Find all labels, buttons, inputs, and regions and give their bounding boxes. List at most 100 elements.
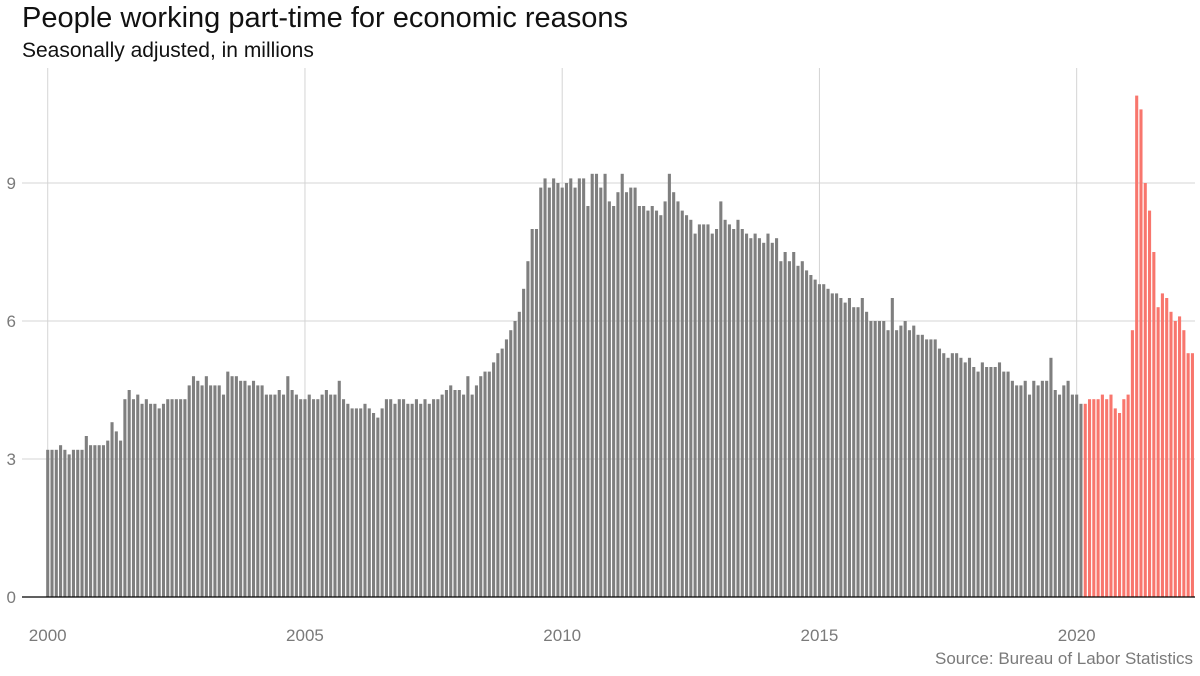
bar-2000-10 <box>84 436 88 597</box>
bar-2021-10 <box>1165 298 1169 597</box>
bar-2011-02 <box>616 192 620 597</box>
bar-2016-04 <box>882 321 886 597</box>
bar-2018-03 <box>980 362 984 597</box>
bar-2013-12 <box>762 242 766 598</box>
bar-2017-11 <box>963 362 967 597</box>
bar-2016-11 <box>912 325 916 597</box>
bar-2011-09 <box>646 210 650 597</box>
bar-2005-03 <box>311 399 316 597</box>
bar-2012-05 <box>680 210 684 597</box>
bar-2013-11 <box>757 238 761 597</box>
bar-2018-05 <box>989 367 993 597</box>
bar-2002-12 <box>196 380 200 597</box>
bar-2021-08 <box>1156 307 1160 597</box>
bar-2020-06 <box>1096 399 1100 597</box>
bar-2019-11 <box>1066 380 1070 597</box>
bar-2003-03 <box>209 385 213 597</box>
bar-2014-04 <box>779 261 783 597</box>
bar-2004-02 <box>256 385 260 597</box>
bar-2003-07 <box>226 371 230 597</box>
bar-2013-06 <box>736 219 740 598</box>
bar-2021-04 <box>1139 109 1143 598</box>
bar-2014-03 <box>775 238 779 597</box>
bar-2014-08 <box>796 265 800 597</box>
bar-2004-10 <box>290 390 294 597</box>
bar-2015-01 <box>817 284 821 597</box>
bar-2013-09 <box>749 238 753 597</box>
bar-2002-05 <box>166 399 170 597</box>
bar-2010-07 <box>586 206 590 597</box>
bar-2015-05 <box>835 293 839 597</box>
bar-2008-02 <box>462 394 466 597</box>
bar-2009-08 <box>539 187 543 597</box>
bar-2008-05 <box>474 385 478 597</box>
y-tick-label-6: 6 <box>7 312 16 331</box>
bar-2007-03 <box>414 399 418 597</box>
bar-2005-12 <box>350 408 354 597</box>
bar-2001-03 <box>106 440 110 597</box>
bar-2000-09 <box>80 449 84 597</box>
bar-2011-08 <box>642 206 646 597</box>
bar-2010-09 <box>594 173 599 598</box>
chart-title: People working part-time for economic re… <box>22 2 629 34</box>
bar-2021-02 <box>1130 330 1134 597</box>
bar-2002-04 <box>161 403 166 597</box>
bar-2016-01 <box>869 321 873 597</box>
bar-2013-10 <box>753 233 757 597</box>
bar-2019-04 <box>1036 385 1040 597</box>
bar-2000-07 <box>71 449 75 597</box>
bar-2006-09 <box>389 399 393 597</box>
bar-2008-01 <box>457 390 461 597</box>
bar-2007-11 <box>449 385 453 597</box>
bar-2021-05 <box>1143 183 1147 597</box>
bar-2010-01 <box>560 187 564 597</box>
bar-2000-12 <box>93 445 97 597</box>
bar-2014-01 <box>766 233 770 597</box>
bar-2010-12 <box>607 201 611 597</box>
bar-2006-08 <box>384 399 388 597</box>
bar-2021-03 <box>1135 95 1139 597</box>
bar-2015-09 <box>852 307 856 597</box>
bars <box>46 95 1194 598</box>
bar-2002-06 <box>170 399 174 597</box>
bar-2019-09 <box>1057 394 1062 597</box>
x-tick-label-2000: 2000 <box>29 626 67 645</box>
bar-2003-04 <box>213 385 217 597</box>
bar-2021-06 <box>1148 210 1152 597</box>
bar-2018-12 <box>1019 385 1023 597</box>
bar-2017-04 <box>933 339 937 597</box>
bar-2001-02 <box>101 445 105 597</box>
bar-2011-05 <box>629 187 633 597</box>
bar-2002-09 <box>183 399 187 597</box>
bar-2007-01 <box>406 403 410 597</box>
bar-2002-08 <box>179 399 183 597</box>
bar-2014-05 <box>783 252 787 597</box>
bar-2017-08 <box>950 353 954 597</box>
bar-2012-11 <box>706 224 710 597</box>
bar-2001-10 <box>136 394 140 597</box>
x-tick-label-2010: 2010 <box>543 626 581 645</box>
bar-2009-10 <box>547 187 551 597</box>
bar-2014-07 <box>792 252 796 597</box>
bar-2021-01 <box>1126 394 1130 597</box>
bar-2008-06 <box>479 376 483 597</box>
bar-2019-10 <box>1062 385 1066 597</box>
bar-2001-12 <box>144 399 148 597</box>
bar-2003-01 <box>200 385 204 597</box>
bar-2002-10 <box>187 385 191 597</box>
bar-2016-02 <box>873 321 877 597</box>
bar-2014-06 <box>787 261 791 597</box>
bar-2017-03 <box>929 339 933 597</box>
bar-2021-12 <box>1173 321 1177 597</box>
bar-2019-02 <box>1027 394 1032 597</box>
bar-2019-03 <box>1032 380 1036 597</box>
bar-2010-02 <box>564 183 569 597</box>
bar-2007-07 <box>432 399 436 597</box>
bar-2018-06 <box>993 367 997 597</box>
bar-2015-07 <box>843 302 847 597</box>
bar-2022-03 <box>1186 353 1190 597</box>
bar-2009-05 <box>526 261 530 597</box>
bar-2000-08 <box>76 449 80 597</box>
bar-2005-04 <box>316 399 320 597</box>
